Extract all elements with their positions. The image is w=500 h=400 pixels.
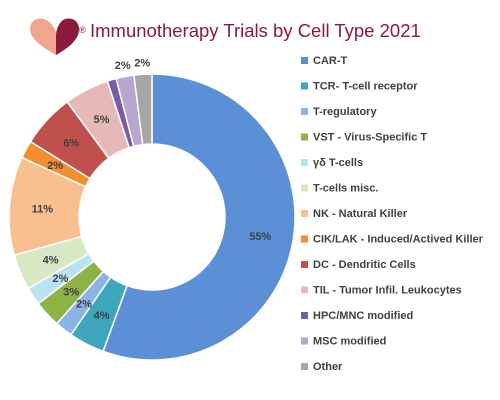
legend-swatch-4 — [301, 133, 308, 141]
data-label-2: 4% — [94, 310, 110, 322]
data-label-13: 2% — [134, 57, 150, 69]
data-label-10: 5% — [94, 114, 110, 126]
legend-swatch-5 — [301, 159, 308, 166]
donut-slice-13 — [133, 73, 153, 146]
legend-swatch-1 — [301, 57, 308, 64]
legend-label-5: γδ T-cells — [313, 157, 363, 169]
registered-mark: ® — [79, 25, 86, 35]
legend-label-2: TCR- T-cell receptor — [313, 81, 418, 93]
legend-swatch-9 — [301, 261, 308, 268]
logo-right-heart-icon — [56, 18, 79, 55]
data-label-12: 2% — [115, 60, 131, 72]
data-label-3: 2% — [76, 298, 92, 310]
legend-label-1: CAR-T — [313, 55, 347, 67]
legend-label-11: HPC/MNC modified — [313, 310, 413, 322]
legend-label-3: T-regulatory — [313, 106, 377, 118]
legend-label-8: CIK/LAK - Induced/Actived Killer — [313, 234, 484, 246]
slices-group — [8, 73, 296, 361]
legend-swatch-11 — [301, 312, 308, 319]
legend-swatch-8 — [301, 235, 308, 243]
data-label-4: 3% — [63, 287, 79, 299]
legend-swatch-12 — [301, 337, 308, 345]
legend-label-7: NK - Natural Killer — [313, 208, 408, 220]
data-label-5: 2% — [52, 273, 68, 285]
logo — [30, 18, 79, 55]
legend-swatch-7 — [301, 210, 308, 217]
donut-slice-1 — [102, 73, 296, 361]
data-label-1: 55% — [249, 231, 271, 243]
legend-swatch-2 — [301, 82, 308, 90]
legend-swatch-13 — [301, 363, 308, 370]
legend: CAR-T TCR- T-cell receptor T-regulatory VST… — [301, 55, 484, 373]
data-label-9: 6% — [63, 137, 79, 149]
data-label-8: 2% — [47, 160, 63, 172]
legend-swatch-10 — [301, 286, 308, 294]
data-labels-group: 55%4%2%3%2%4%11%2%6%5%2% 2% — [32, 57, 272, 321]
legend-swatch-3 — [301, 108, 308, 115]
data-label-7: 11% — [32, 203, 54, 215]
page-title: Immunotherapy Trials by Cell Type 2021 — [90, 20, 421, 41]
legend-label-4: VST - Virus-Specific T — [313, 132, 427, 144]
data-label-6: 4% — [43, 254, 59, 266]
legend-label-12: MSC modified — [313, 336, 386, 348]
legend-label-6: T-cells misc. — [313, 183, 378, 195]
legend-label-9: DC - Dendritic Cells — [313, 259, 416, 271]
legend-swatch-6 — [301, 184, 308, 192]
legend-label-13: Other — [313, 361, 343, 373]
logo-left-heart-icon — [30, 18, 56, 55]
legend-label-10: TIL - Tumor Infil. Leukocytes — [313, 285, 462, 297]
